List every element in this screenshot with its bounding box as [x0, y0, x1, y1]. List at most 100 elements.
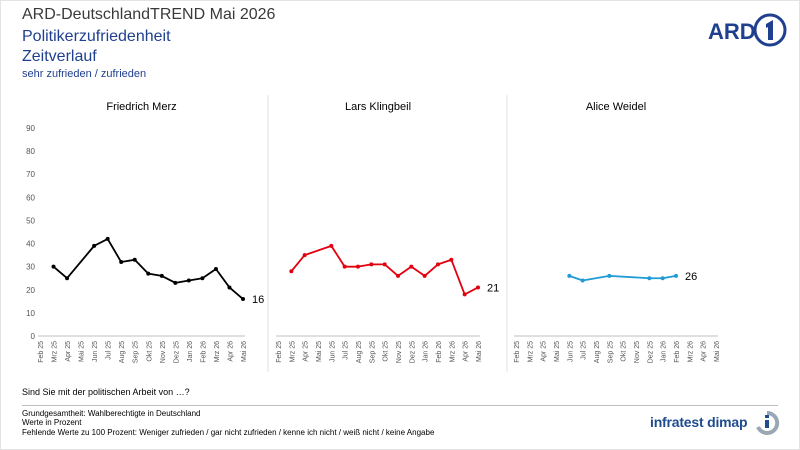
infratest-dimap-logo: infratest dimap: [650, 410, 790, 436]
data-point: [647, 276, 652, 281]
chart-title: Friedrich Merz: [106, 101, 176, 113]
x-tick-label: Jun 25: [567, 341, 574, 362]
x-tick-label: Okt 25: [146, 341, 153, 362]
data-point: [342, 264, 347, 269]
infratest-dimap-icon: [756, 410, 780, 435]
data-point: [382, 262, 387, 267]
y-tick-label: 0: [31, 332, 36, 341]
end-value-label: 16: [252, 294, 264, 306]
data-point: [51, 264, 56, 269]
report-topic: Politikerzufriedenheit: [22, 28, 171, 45]
data-point: [105, 236, 110, 241]
x-tick-label: Dez 25: [173, 341, 180, 363]
x-tick-label: Sep 25: [133, 341, 140, 363]
end-value-label: 26: [685, 271, 697, 283]
x-tick-label: Apr 25: [303, 341, 310, 362]
x-tick-label: Feb 25: [276, 341, 283, 363]
x-tick-label: Mai 26: [714, 341, 721, 362]
footnote-units: Werte in Prozent: [22, 418, 82, 427]
y-tick-label: 90: [26, 124, 35, 133]
data-point: [92, 243, 97, 248]
chart-title: Alice Weidel: [586, 101, 646, 113]
y-tick-label: 10: [26, 309, 35, 318]
x-tick-label: Nov 25: [634, 341, 641, 363]
x-tick-label: Jul 25: [581, 341, 588, 360]
x-tick-label: Apr 26: [463, 341, 470, 362]
charts-area: 0 10 20 30 40 50 60 70 80 90 Friedrich Merz Feb 25 M…: [26, 95, 721, 372]
series-line: [290, 244, 479, 296]
x-tick-label: Jul 25: [106, 341, 113, 360]
data-point: [241, 297, 245, 302]
x-tick-label: Mrz 26: [214, 341, 221, 363]
x-tick-label: Mai 25: [316, 341, 323, 362]
x-tick-label: Jul 25: [343, 341, 350, 360]
x-tick-label: Mai 26: [241, 341, 248, 362]
x-tick-label: Mrz 25: [52, 341, 59, 363]
data-point: [302, 253, 307, 258]
data-point: [462, 292, 467, 297]
data-point: [580, 278, 585, 283]
x-tick-label: Jan 26: [423, 341, 430, 362]
footnote-population: Grundgesamtheit: Wahlberechtigte in Deut…: [22, 409, 201, 418]
x-tick-label: Mrz 25: [527, 341, 534, 363]
x-tick-label: Jan 26: [187, 341, 194, 362]
data-point: [422, 273, 427, 278]
data-point: [213, 266, 218, 271]
x-tick-label: Apr 26: [227, 341, 234, 362]
data-point: [186, 278, 191, 283]
x-tick-label: Sep 25: [607, 341, 614, 363]
x-tick-label: Apr 25: [541, 341, 548, 362]
data-point: [567, 273, 572, 278]
series-line: [569, 275, 677, 282]
x-tick-label: Sep 25: [369, 341, 376, 363]
x-tick-label: Feb 26: [200, 341, 207, 363]
data-point: [436, 262, 440, 267]
data-point: [607, 273, 612, 278]
x-tick-label: Feb 25: [38, 341, 45, 363]
x-tick-label: Feb 25: [514, 341, 521, 363]
data-point: [449, 257, 454, 262]
x-tick-label: Mrz 26: [449, 341, 456, 363]
y-tick-label: 40: [26, 240, 35, 249]
data-point: [200, 276, 205, 281]
y-tick-label: 50: [26, 216, 35, 225]
y-tick-label: 80: [26, 147, 35, 156]
question-text: Sind Sie mit der politischen Arbeit von …: [22, 387, 190, 397]
y-tick-label: 70: [26, 170, 35, 179]
ard-logo: ARD: [708, 13, 787, 47]
footnote-missing: Fehlende Werte zu 100 Prozent: Weniger z…: [22, 428, 435, 437]
data-point: [356, 264, 360, 269]
x-tick-label: Mai 25: [554, 341, 561, 362]
x-tick-label: Nov 25: [160, 341, 167, 363]
x-tick-label: Mai 26: [476, 341, 483, 362]
ard-one-icon: [753, 13, 787, 47]
end-value-label: 21: [487, 282, 499, 294]
x-tick-label: Jan 26: [661, 341, 668, 362]
data-point: [369, 262, 374, 267]
x-tick-label: Dez 25: [647, 341, 654, 363]
x-tick-label: Aug 25: [594, 341, 601, 363]
infratest-dimap-text: infratest dimap: [650, 414, 748, 430]
data-point: [329, 243, 334, 248]
series-line: [52, 238, 244, 300]
ard-logo-text: ARD: [708, 19, 756, 44]
x-tick-label: Mrz 25: [289, 341, 296, 363]
x-tick-label: Aug 25: [356, 341, 363, 363]
data-point: [132, 257, 137, 262]
chart-title: Lars Klingbeil: [345, 101, 411, 113]
x-tick-label: Jun 25: [92, 341, 99, 362]
x-tick-label: Nov 25: [396, 341, 403, 363]
y-tick-label: 20: [26, 286, 35, 295]
report-measure: sehr zufrieden / zufrieden: [22, 68, 147, 80]
x-tick-label: Apr 25: [65, 341, 72, 362]
data-point: [227, 285, 232, 290]
x-tick-label: Mrz 26: [687, 341, 694, 363]
data-point: [476, 285, 480, 290]
data-point: [674, 273, 678, 278]
data-point: [409, 264, 414, 269]
data-point: [289, 269, 294, 274]
data-point: [65, 276, 70, 281]
data-point: [146, 271, 151, 276]
data-point: [159, 273, 164, 278]
x-tick-label: Okt 25: [621, 341, 628, 362]
